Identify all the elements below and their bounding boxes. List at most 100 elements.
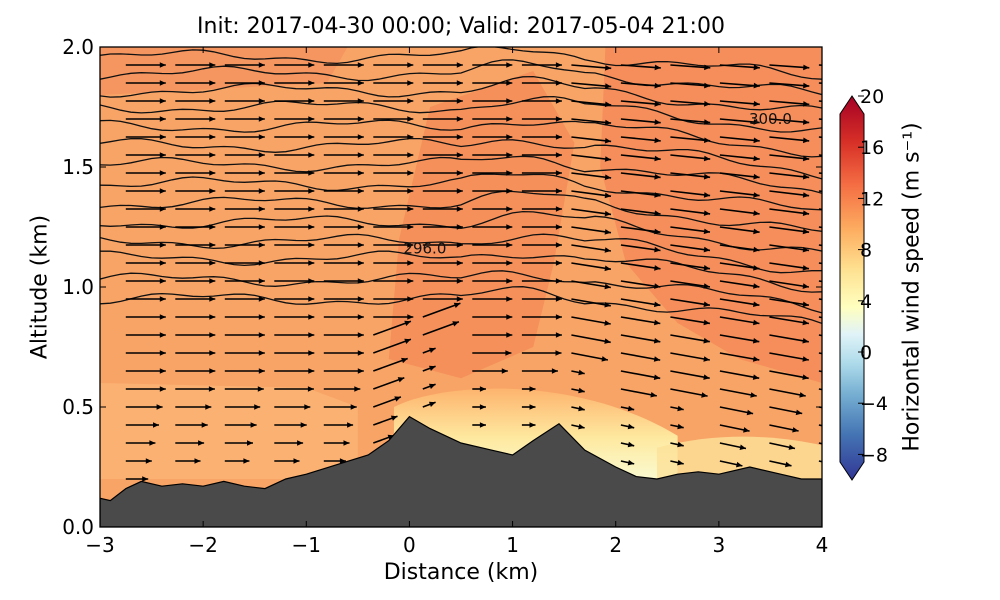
wind-arrow [125, 368, 166, 374]
wind-arrow [373, 206, 414, 212]
wind-arrow [769, 262, 810, 271]
wind-arrow [125, 440, 156, 446]
wind-arrow [670, 262, 711, 271]
wind-arrow [472, 206, 513, 212]
wind-arrow [323, 62, 364, 68]
wind-arrow [175, 386, 215, 392]
wind-arrow [274, 458, 300, 464]
wind-arrow [323, 188, 364, 194]
wind-arrow [373, 170, 414, 176]
colorbar-tick-label: −4 [860, 393, 888, 415]
x-tick-label: 1 [506, 533, 519, 557]
wind-arrow [175, 116, 216, 122]
wind-arrow [521, 152, 562, 158]
wind-arrow [571, 100, 612, 108]
wind-arrow [571, 208, 612, 217]
wind-arrow [521, 62, 562, 68]
wind-arrow [719, 370, 760, 380]
wind-arrow [521, 296, 562, 302]
colorbar-body [839, 95, 865, 481]
wind-arrow [521, 80, 562, 86]
wind-arrow [323, 98, 364, 104]
wind-arrow [719, 136, 760, 144]
wind-arrow [422, 401, 436, 408]
wind-arrow [719, 226, 760, 235]
wind-arrow [472, 278, 513, 284]
wind-arrow [323, 116, 364, 122]
wind-arrow [274, 368, 315, 374]
theta-contour [100, 270, 822, 314]
wind-arrow [274, 206, 315, 212]
wind-arrow [670, 352, 710, 362]
wind-arrow [274, 62, 315, 68]
wind-arrow [175, 134, 216, 140]
wind-arrow [422, 116, 463, 122]
wind-arrow [769, 208, 810, 216]
wind-arrow [422, 260, 463, 266]
theta-contour [100, 137, 822, 180]
wind-arrow [521, 224, 562, 230]
wind-arrow [620, 172, 661, 180]
wind-arrow [274, 278, 315, 284]
wind-arrow [125, 386, 166, 392]
wind-arrow [422, 347, 436, 354]
wind-arrow [125, 206, 166, 212]
x-axis-label: Distance (km) [383, 560, 539, 585]
wind-arrow [620, 118, 661, 125]
wind-arrow [323, 242, 364, 248]
wind-arrow [571, 316, 611, 326]
wind-arrow [521, 404, 536, 410]
wind-arrow [521, 332, 562, 338]
wind-arrow [323, 332, 364, 338]
wind-arrow [769, 352, 809, 362]
colorbar-label: Horizontal wind speed (m s⁻¹) [899, 122, 925, 452]
wind-arrow [769, 388, 806, 398]
wind-arrow [373, 62, 414, 68]
wind-arrow [224, 242, 265, 248]
wind-arrow [323, 386, 361, 392]
wind-arrow [373, 152, 414, 158]
wind-arrow [521, 206, 562, 212]
wind-arrow [521, 134, 562, 140]
wind-arrow [521, 386, 536, 392]
wind-arrow [373, 415, 398, 426]
wind-arrow [670, 226, 711, 235]
wind-arrow [719, 100, 760, 107]
wind-arrow [620, 316, 661, 326]
wind-arrow [571, 154, 612, 162]
wind-arrow [472, 422, 486, 428]
wind-arrow [818, 64, 822, 67]
wind-arrow [422, 188, 463, 194]
wind-arrow [670, 459, 684, 466]
wind-arrow [422, 152, 463, 158]
wind-arrow [274, 332, 315, 338]
theta-contour [100, 250, 822, 293]
colorbar-tick-label: 12 [860, 188, 884, 210]
wind-arrow [422, 62, 463, 68]
wind-arrow [373, 98, 414, 104]
wind-arrow [769, 406, 803, 416]
wind-arrow [620, 64, 661, 71]
wind-arrow [422, 321, 460, 336]
wind-arrow [472, 386, 486, 392]
wind-arrow [620, 298, 661, 308]
wind-arrow [125, 170, 166, 176]
wind-arrow [274, 404, 311, 410]
wind-arrow [175, 458, 201, 464]
wind-arrow [571, 118, 612, 126]
wind-arrow [472, 62, 513, 68]
plot-area [100, 47, 822, 527]
wind-arrow [521, 422, 536, 428]
x-tick-label: −3 [85, 533, 114, 557]
wind-arrow [571, 64, 612, 71]
wind-arrow [422, 278, 463, 284]
colorbar-tick-label: −8 [860, 444, 888, 466]
wind-arrow [719, 334, 760, 344]
y-tick-label: 1.0 [62, 275, 94, 299]
wind-arrow [769, 280, 810, 289]
wind-arrow [719, 208, 760, 216]
wind-arrow [224, 170, 265, 176]
wind-arrow [224, 188, 265, 194]
wind-arrow [769, 190, 810, 198]
wind-arrow [125, 224, 166, 230]
